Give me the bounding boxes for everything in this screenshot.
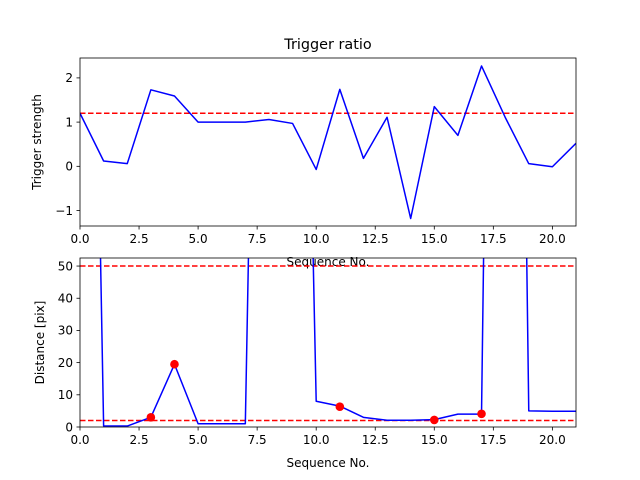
x-tick-label: 7.5 xyxy=(248,232,267,246)
x-tick-label: 17.5 xyxy=(480,232,507,246)
x-tick-label: 15.0 xyxy=(421,232,448,246)
bottom-axes: 0.0 2.5 5.0 7.5 10.0 12.5 15.0 17.5 20.0 0 10 20 30 4… xyxy=(33,257,577,470)
data-point xyxy=(146,413,156,422)
x-tick-label: 15.0 xyxy=(421,433,448,447)
x-tick-label: 12.5 xyxy=(362,433,389,447)
plot-area xyxy=(80,258,576,427)
x-tick-label: 0.0 xyxy=(70,232,89,246)
x-tick-label: 10.0 xyxy=(303,232,330,246)
y-tick-label: 40 xyxy=(58,292,73,306)
y-tick-label: 30 xyxy=(58,324,73,338)
x-tick-label: 17.5 xyxy=(480,433,507,447)
y-tick-label: −1 xyxy=(55,204,73,218)
top-axes: 0.0 2.5 5.0 7.5 10.0 12.5 15.0 17.5 20.0 −1 0 1 2 Tri… xyxy=(30,37,577,269)
y-tick-label: 0 xyxy=(65,420,73,434)
x-axis-label: Sequence No. xyxy=(287,255,370,269)
y-tick-label: 20 xyxy=(58,356,73,370)
y-tick-label: 2 xyxy=(65,71,73,85)
x-axis-label: Sequence No. xyxy=(287,456,370,470)
x-tick-label: 20.0 xyxy=(539,433,566,447)
x-tick-label: 20.0 xyxy=(539,232,566,246)
x-tick-label: 10.0 xyxy=(303,433,330,447)
y-axis-label: Trigger strength xyxy=(30,94,44,191)
data-point xyxy=(170,359,179,369)
x-tick-label: 2.5 xyxy=(130,433,149,447)
axes-frame xyxy=(79,257,577,428)
y-tick-label: 50 xyxy=(58,259,73,273)
x-tick-label: 0.0 xyxy=(70,433,89,447)
data-point xyxy=(477,409,486,419)
y-tick-label: 1 xyxy=(65,115,73,129)
series-line xyxy=(80,65,576,220)
y-axis-label: Distance [pix] xyxy=(33,301,47,385)
chart-title: Trigger ratio xyxy=(283,37,372,53)
x-tick-label: 5.0 xyxy=(189,232,208,246)
data-point xyxy=(429,415,439,425)
x-tick-label: 2.5 xyxy=(130,232,149,246)
x-tick-label: 12.5 xyxy=(362,232,389,246)
y-tick-label: 10 xyxy=(58,388,73,402)
plot-area xyxy=(80,65,576,220)
y-tick-label: 0 xyxy=(65,160,73,174)
x-tick-label: 5.0 xyxy=(189,433,208,447)
axes-frame xyxy=(79,57,577,227)
data-point xyxy=(335,402,345,412)
x-tick-label: 7.5 xyxy=(248,433,267,447)
